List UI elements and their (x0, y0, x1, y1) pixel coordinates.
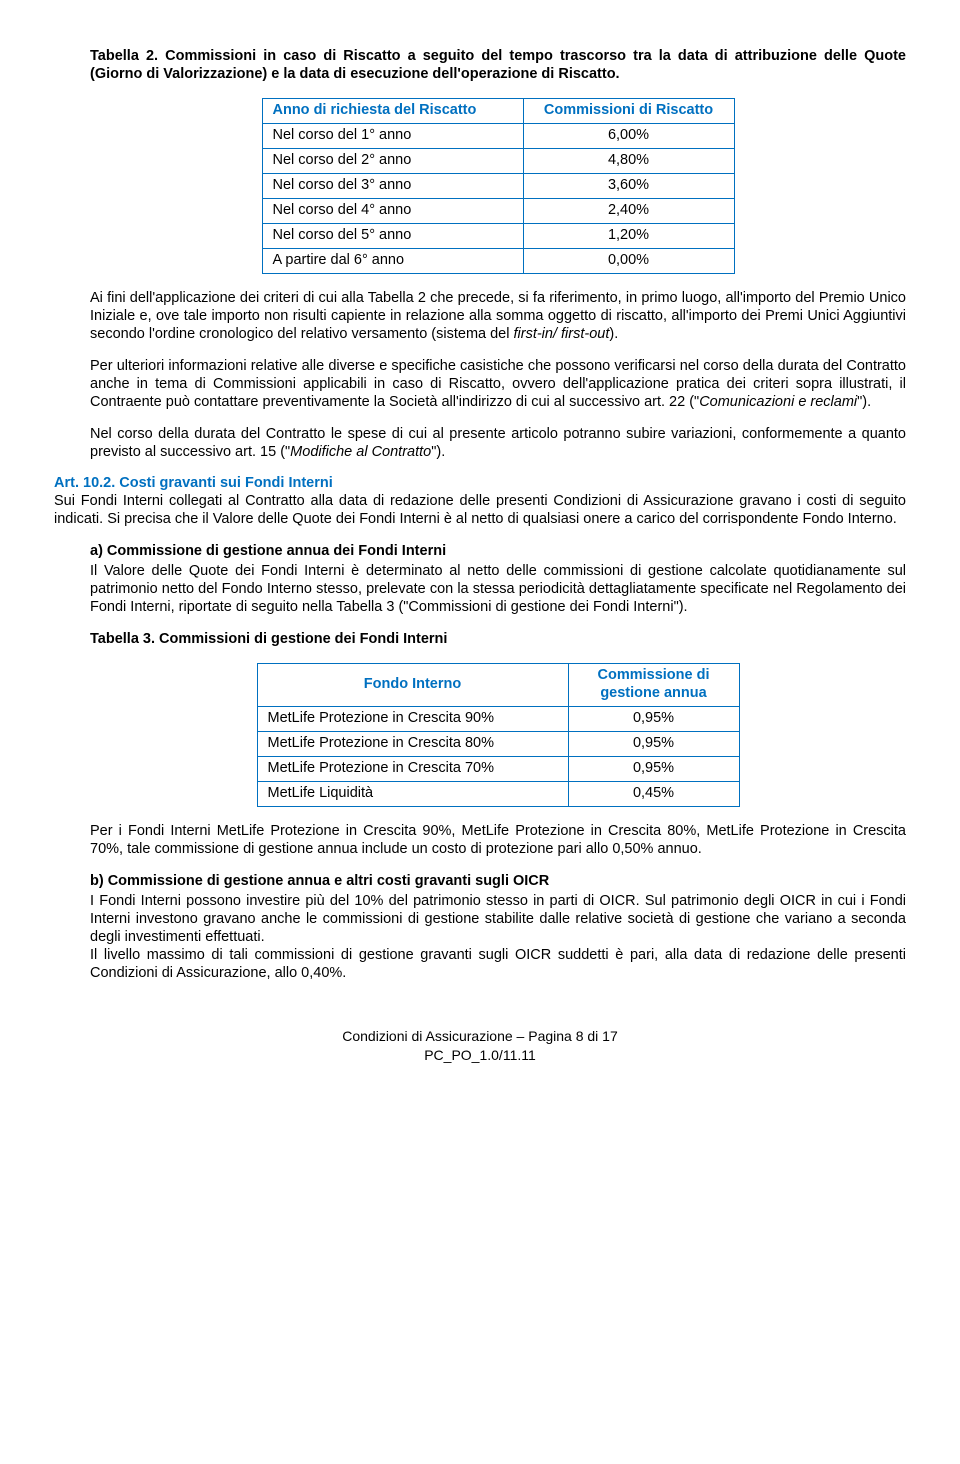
section-b-body2: Il livello massimo di tali commissioni d… (90, 947, 906, 983)
table2-cell: Nel corso del 4° anno (262, 198, 523, 223)
section-a-title: a) Commissione di gestione annua dei Fon… (90, 543, 906, 561)
table2-cell: 0,00% (523, 248, 734, 273)
footer-doc-code: PC_PO_1.0/11.11 (54, 1046, 906, 1066)
table2-header-0: Anno di richiesta del Riscatto (262, 98, 523, 123)
table3-cell: 0,95% (568, 707, 739, 732)
table3-cell: 0,45% (568, 782, 739, 807)
footer-page-info: Condizioni di Assicurazione – Pagina 8 d… (54, 1027, 906, 1047)
table2-cell: 4,80% (523, 148, 734, 173)
table3: Fondo Interno Commissione di gestione an… (257, 663, 740, 807)
section-a-body: Il Valore delle Quote dei Fondi Interni … (90, 563, 906, 617)
table3-header-1: Commissione di gestione annua (568, 664, 739, 707)
table3-caption: Tabella 3. Commissioni di gestione dei F… (90, 631, 906, 649)
paragraph-protection-cost: Per i Fondi Interni MetLife Protezione i… (90, 823, 906, 859)
table3-cell: MetLife Protezione in Crescita 80% (257, 732, 568, 757)
table3-cell: 0,95% (568, 757, 739, 782)
table2-cell: A partire dal 6° anno (262, 248, 523, 273)
paragraph-variations: Nel corso della durata del Contratto le … (90, 426, 906, 462)
table3-cell: MetLife Protezione in Crescita 90% (257, 707, 568, 732)
table3-cell: MetLife Liquidità (257, 782, 568, 807)
table2-cell: 2,40% (523, 198, 734, 223)
article-10-2: Art. 10.2. Costi gravanti sui Fondi Inte… (54, 475, 906, 493)
table2-cell: Nel corso del 3° anno (262, 173, 523, 198)
table3-header-0: Fondo Interno (257, 664, 568, 707)
section-b-title: b) Commissione di gestione annua e altri… (90, 873, 906, 891)
table2-cell: Nel corso del 1° anno (262, 123, 523, 148)
article-10-2-body: Sui Fondi Interni collegati al Contratto… (54, 493, 906, 529)
table2-caption: Tabella 2. Commissioni in caso di Riscat… (90, 48, 906, 84)
table3-cell: 0,95% (568, 732, 739, 757)
table2-cell: Nel corso del 5° anno (262, 223, 523, 248)
table2-cell: 6,00% (523, 123, 734, 148)
section-b-body1: I Fondi Interni possono investire più de… (90, 893, 906, 947)
table2-cell: 3,60% (523, 173, 734, 198)
table2-cell: 1,20% (523, 223, 734, 248)
paragraph-info: Per ulteriori informazioni relative alle… (90, 358, 906, 412)
page-footer: Condizioni di Assicurazione – Pagina 8 d… (54, 1027, 906, 1066)
table2-header-1: Commissioni di Riscatto (523, 98, 734, 123)
table2: Anno di richiesta del Riscatto Commissio… (262, 98, 735, 274)
table2-cell: Nel corso del 2° anno (262, 148, 523, 173)
paragraph-criteria: Ai fini dell'applicazione dei criteri di… (90, 290, 906, 344)
table3-cell: MetLife Protezione in Crescita 70% (257, 757, 568, 782)
